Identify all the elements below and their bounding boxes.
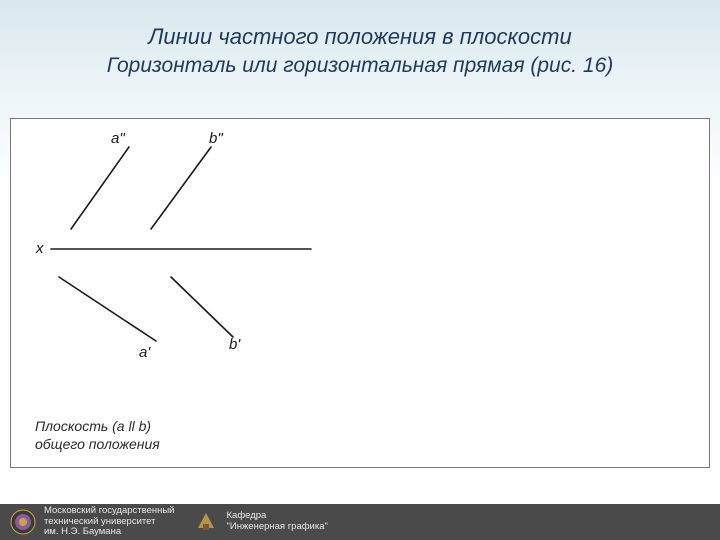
footer-dept-text: Кафедра "Инженерная графика" bbox=[227, 511, 328, 533]
label-1: b" bbox=[209, 130, 223, 147]
x-axis-label: x bbox=[35, 240, 44, 257]
caption-line-2: общего положения bbox=[35, 436, 160, 454]
title-main: Линии частного положения в плоскости bbox=[40, 22, 680, 52]
label-2: a' bbox=[139, 344, 151, 361]
slide-page: Линии частного положения в плоскости Гор… bbox=[0, 0, 720, 540]
line-a1 bbox=[59, 277, 156, 341]
footer-org-text: Московский государственный технический у… bbox=[44, 506, 175, 539]
university-emblem-icon bbox=[10, 509, 36, 535]
label-0: a" bbox=[111, 130, 125, 147]
caption-line-1: Плоскость (a ll b) bbox=[35, 418, 160, 436]
figure-caption: Плоскость (a ll b) общего положения bbox=[35, 418, 160, 453]
title-sub: Горизонталь или горизонтальная прямая (р… bbox=[40, 52, 680, 80]
footer-org: Московский государственный технический у… bbox=[10, 506, 175, 539]
title-block: Линии частного положения в плоскости Гор… bbox=[0, 0, 720, 88]
line-b2 bbox=[151, 147, 211, 229]
dept-emblem-icon bbox=[193, 509, 219, 535]
line-b1 bbox=[171, 277, 233, 337]
footer-bar: Московский государственный технический у… bbox=[0, 504, 720, 540]
footer-dept: Кафедра "Инженерная графика" bbox=[193, 509, 328, 535]
line-a2 bbox=[71, 147, 129, 229]
figure-panel: x a" b" a' b' Плоскость (a ll b) общего поло… bbox=[10, 118, 710, 468]
projection-diagram: x a" b" a' b' bbox=[11, 119, 711, 469]
label-3: b' bbox=[229, 336, 241, 353]
